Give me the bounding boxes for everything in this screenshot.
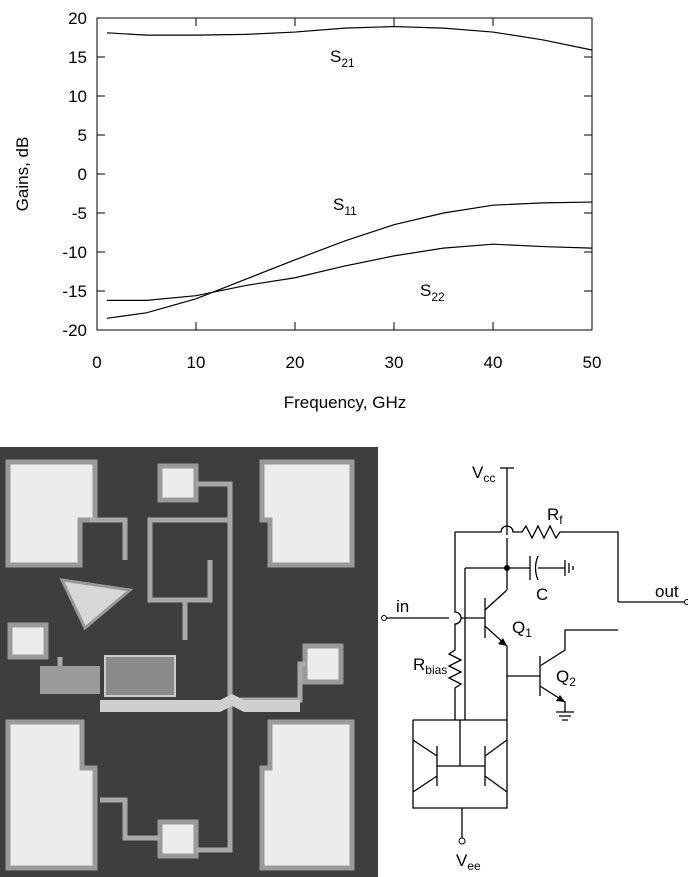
y-tick-label: -15 [62, 282, 87, 301]
vee-sub: ee [467, 859, 481, 873]
x-tick-label: 40 [484, 353, 503, 372]
y-tick-label: -20 [62, 321, 87, 340]
y-tick-label: 20 [68, 9, 87, 28]
series-label: S11 [333, 195, 357, 218]
x-tick-label: 30 [385, 353, 404, 372]
x-tick-label: 20 [286, 353, 305, 372]
rf-main: R [547, 505, 559, 524]
chart: Frequency, GHz Gains, dB -20 -15 -10 -5 0 5 10… [13, 9, 601, 412]
q2-main: Q [556, 667, 569, 686]
rbias-label: Rbias [413, 655, 447, 677]
vcc-label: Vcc [472, 463, 495, 485]
out-label: out [655, 582, 679, 601]
x-tick-label: 0 [92, 353, 101, 372]
series-label: S22 [420, 281, 445, 304]
rf-label: Rf [547, 505, 563, 527]
q1-sub: 1 [525, 626, 532, 640]
q2-sub: 2 [569, 675, 576, 689]
rf-sub: f [559, 513, 563, 527]
y-axis-label: Gains, dB [13, 137, 32, 212]
rbias-sub: bias [425, 663, 447, 677]
series-line [106, 243, 593, 301]
series-line [106, 25, 593, 51]
y-tick-label: 10 [68, 87, 87, 106]
vee-label: Vee [456, 851, 481, 873]
y-tick-label: 5 [78, 126, 87, 145]
vcc-main: V [472, 463, 484, 482]
vee-main: V [456, 851, 468, 870]
in-label: in [396, 597, 409, 616]
x-tick-label: 50 [583, 353, 602, 372]
x-axis-label: Frequency, GHz [284, 393, 407, 412]
chip-photo [0, 447, 378, 877]
q2-label: Q2 [556, 667, 576, 689]
q1-main: Q [512, 618, 525, 637]
y-tick-label: -5 [72, 204, 87, 223]
schematic: Vcc Rf C in Q1 out Rbias Q2 Vee [381, 463, 688, 873]
y-tick-label: 0 [78, 165, 87, 184]
rbias-main: R [413, 655, 425, 674]
q1-label: Q1 [512, 618, 532, 640]
y-tick-label: -10 [62, 243, 87, 262]
y-tick-label: 15 [68, 48, 87, 67]
vcc-sub: cc [483, 471, 495, 485]
c-label: C [536, 585, 548, 604]
series-label: S21 [330, 47, 355, 70]
x-tick-label: 10 [187, 353, 206, 372]
series-line [106, 201, 593, 319]
